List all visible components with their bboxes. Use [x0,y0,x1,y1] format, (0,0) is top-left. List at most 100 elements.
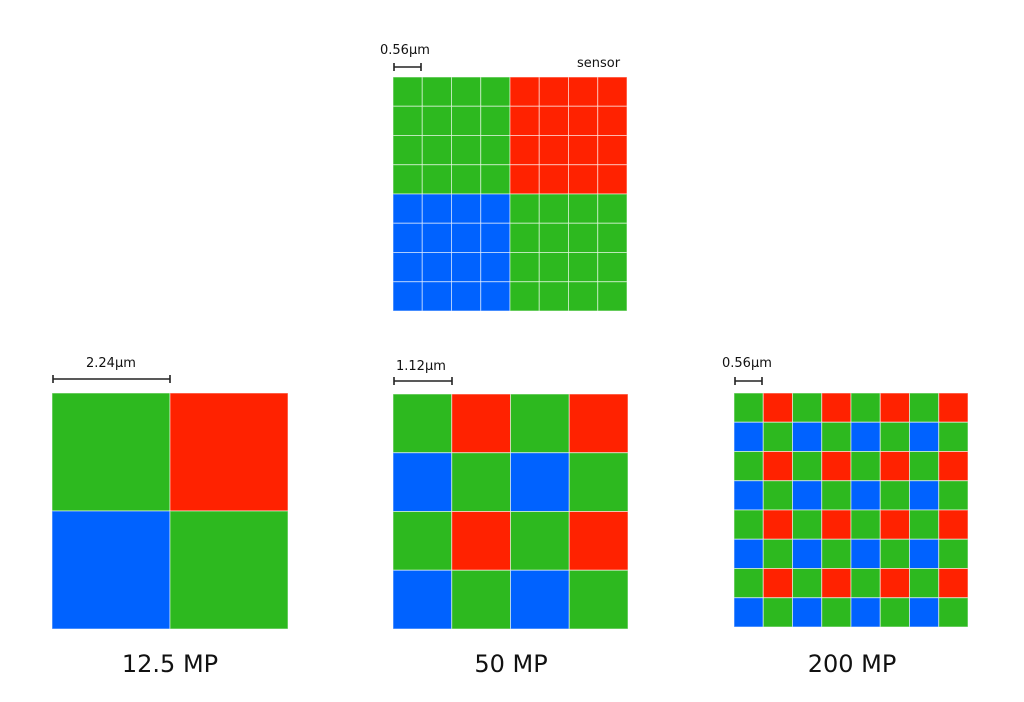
pixel-green [480,76,511,107]
pixel-blue [392,193,423,224]
pixel-blue [392,252,423,283]
pixel-red [568,135,599,166]
pixel-green [421,76,452,107]
pixel-green [821,597,852,628]
pixel-green [762,597,793,628]
pixel-green [509,222,540,253]
pixel-blue [392,222,423,253]
pixel-red [597,76,628,107]
panel-200mp-scale-label: 0.56μm [722,356,772,371]
pixel-green [509,252,540,283]
pixel-green [821,421,852,452]
pixel-blue [451,252,482,283]
panel-200mp-grid [733,392,969,628]
pixel-green [392,76,423,107]
pixel-green [909,568,940,599]
pixel-green [568,222,599,253]
pixel-red [568,393,629,454]
pixel-green [451,569,511,630]
pixel-green [568,281,599,312]
pixel-blue [421,222,452,253]
pixel-blue [792,538,823,569]
pixel-red [821,509,852,540]
pixel-green [879,480,910,511]
pixel-blue [421,281,452,312]
pixel-green [762,421,793,452]
pixel-red [568,511,629,571]
pixel-blue [510,569,570,630]
pixel-green [909,509,940,540]
pixel-green [597,281,628,312]
pixel-green [909,451,940,482]
pixel-red [879,509,910,540]
pixel-blue [480,193,511,224]
pixel-green [568,569,629,630]
pixel-blue [392,281,423,312]
pixel-green [792,509,823,540]
pixel-green [509,193,540,224]
pixel-blue [850,421,881,452]
pixel-blue [421,193,452,224]
pixel-red [509,135,540,166]
pixel-blue [421,252,452,283]
pixel-red [538,135,569,166]
pixel-red [762,568,793,599]
pixel-green [510,393,570,454]
pixel-green [733,392,764,423]
panel-12mp-grid [51,392,289,630]
pixel-blue [480,252,511,283]
pixel-green [792,451,823,482]
pixel-green [733,451,764,482]
pixel-red [938,568,969,599]
pixel-red [938,509,969,540]
pixel-green [421,105,452,136]
pixel-green [568,252,599,283]
pixel-green [821,480,852,511]
pixel-red [821,451,852,482]
pixel-blue [909,538,940,569]
pixel-green [938,421,969,452]
panel-50mp-caption: 50 MP [474,650,548,678]
pixel-red [568,76,599,107]
pixel-green [451,76,482,107]
pixel-green [509,281,540,312]
pixel-green [392,393,453,454]
pixel-blue [733,538,764,569]
pixel-green [792,392,823,423]
pixel-red [538,105,569,136]
pixel-green [762,538,793,569]
pixel-green [850,392,881,423]
pixel-red [821,392,852,423]
pixel-blue [733,480,764,511]
pixel-green [938,597,969,628]
pixel-green [568,193,599,224]
pixel-green [568,452,629,512]
pixel-green [392,105,423,136]
pixel-green [451,135,482,166]
pixel-green [909,392,940,423]
pixel-green [597,222,628,253]
pixel-green [392,164,423,195]
pixel-blue [451,193,482,224]
pixel-red [451,393,511,454]
pixel-red [538,164,569,195]
pixel-green [51,392,171,512]
pixel-green [451,164,482,195]
pixel-green [392,511,453,571]
pixel-green [733,509,764,540]
pixel-green [538,222,569,253]
pixel-red [597,135,628,166]
pixel-red [879,568,910,599]
pixel-green [762,480,793,511]
pixel-blue [909,421,940,452]
pixel-green [451,105,482,136]
pixel-blue [850,538,881,569]
pixel-red [879,392,910,423]
pixel-red [762,509,793,540]
pixel-green [421,164,452,195]
pixel-green [451,452,511,512]
pixel-blue [909,597,940,628]
pixel-green [938,538,969,569]
pixel-blue [480,222,511,253]
